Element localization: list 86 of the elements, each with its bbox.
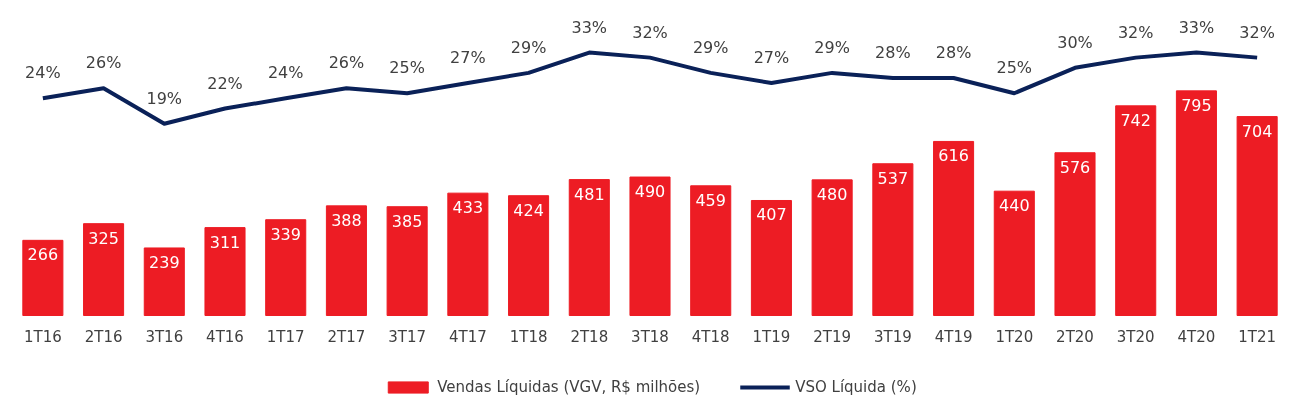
data-label: 576 [1059, 157, 1091, 177]
data-label: 311 [209, 232, 241, 252]
data-label: 26% [328, 53, 365, 73]
data-label: 33% [571, 17, 608, 37]
data-label: 29% [692, 37, 729, 57]
bar [872, 163, 914, 316]
bar [1054, 152, 1096, 316]
data-label: 490 [634, 182, 666, 202]
bar [22, 239, 64, 316]
bar [1115, 105, 1157, 316]
bar [993, 190, 1035, 316]
legend-label: Vendas Líquidas (VGV, R$ milhões) [437, 378, 701, 396]
bar [568, 179, 610, 316]
data-label: 480 [816, 184, 848, 204]
bar [1175, 90, 1217, 316]
bar [690, 185, 732, 316]
bar [83, 223, 125, 316]
data-label: 385 [391, 211, 423, 231]
data-label: 481 [574, 184, 605, 204]
x-tick-label: 1T18 [509, 327, 548, 346]
x-tick-label: 1T21 [1238, 327, 1277, 346]
data-label: 325 [88, 228, 119, 248]
x-tick-label: 3T19 [873, 327, 912, 346]
data-label: 25% [389, 58, 425, 78]
data-label: 32% [1239, 22, 1275, 42]
x-tick-label: 2T19 [813, 327, 852, 346]
data-label: 388 [331, 210, 362, 230]
data-label: 433 [452, 198, 484, 218]
bar [143, 247, 185, 316]
data-label: 440 [999, 196, 1030, 216]
x-tick-label: 3T18 [631, 327, 669, 346]
bar [1236, 116, 1278, 316]
data-label: 22% [207, 73, 243, 93]
x-tick-label: 3T17 [388, 327, 427, 346]
x-tick-label: 2T18 [570, 327, 609, 346]
data-label: 19% [146, 88, 183, 108]
bar [265, 219, 307, 316]
data-label: 29% [510, 37, 547, 57]
x-tick-label: 1T17 [266, 327, 305, 346]
x-tick-label: 3T16 [145, 327, 184, 346]
bar [204, 227, 246, 316]
data-label: 24% [25, 63, 61, 83]
x-tick-label: 2T20 [1056, 327, 1094, 346]
bar [386, 206, 428, 316]
data-label: 26% [85, 53, 122, 73]
bar [508, 195, 550, 316]
bar [750, 200, 792, 316]
data-label: 239 [149, 252, 180, 272]
x-tick-label: 4T16 [206, 327, 244, 346]
data-label: 28% [935, 42, 972, 62]
data-label: 459 [695, 190, 726, 210]
data-label: 407 [756, 205, 787, 225]
data-label: 27% [753, 48, 790, 68]
data-label: 33% [1178, 17, 1215, 37]
x-tick-label: 4T19 [934, 327, 973, 346]
data-label: 32% [1117, 22, 1154, 42]
data-label: 424 [513, 200, 544, 220]
x-tick-label: 4T20 [1177, 327, 1216, 346]
data-label: 795 [1181, 95, 1212, 115]
data-label: 742 [1120, 110, 1151, 130]
x-tick-label: 2T17 [327, 327, 366, 346]
x-tick-label: 1T19 [752, 327, 791, 346]
x-tick-label: 1T16 [23, 327, 62, 346]
data-label: 28% [875, 42, 911, 62]
data-label: 704 [1241, 121, 1273, 141]
data-label: 25% [996, 58, 1033, 78]
x-tick-label: 4T17 [448, 327, 487, 346]
data-label: 616 [938, 146, 969, 166]
data-label: 537 [877, 168, 909, 188]
data-label: 339 [270, 224, 301, 244]
bar [811, 179, 853, 316]
x-tick-label: 3T20 [1116, 327, 1155, 346]
data-label: 24% [267, 63, 304, 83]
data-label: 266 [27, 245, 59, 265]
bar [325, 205, 367, 316]
x-tick-label: 1T20 [995, 327, 1034, 346]
data-label: 30% [1057, 32, 1093, 52]
legend-label: VSO Líquida (%) [795, 378, 917, 396]
data-label: 29% [814, 37, 850, 57]
bar [933, 140, 975, 316]
data-label: 32% [632, 22, 668, 42]
bar [629, 176, 671, 316]
bar [447, 192, 489, 316]
x-tick-label: 4T18 [691, 327, 730, 346]
data-label: 27% [450, 48, 486, 68]
x-tick-label: 2T16 [84, 327, 123, 346]
